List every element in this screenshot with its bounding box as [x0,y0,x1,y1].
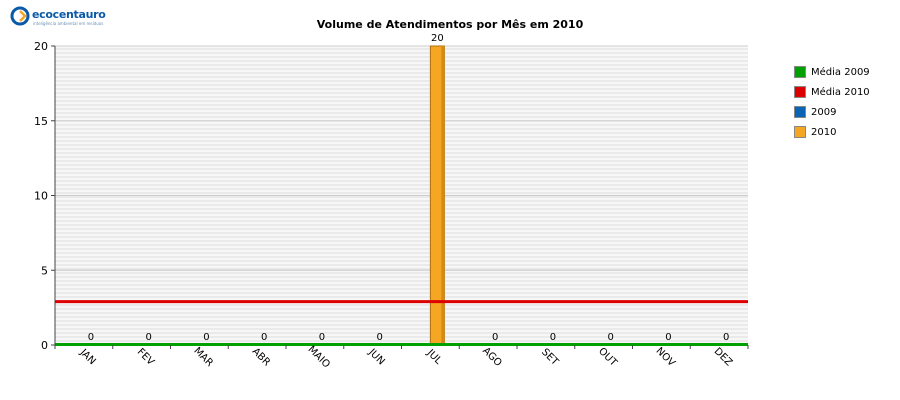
data-label: 0 [203,332,209,343]
legend-label: 2010 [811,126,837,138]
legend-swatch [794,126,806,138]
x-tick-label: OUT [596,346,619,369]
x-tick-label: ABR [250,346,272,368]
data-label: 0 [550,332,556,343]
legend-label: Média 2010 [811,86,870,98]
legend-item: Média 2010 [794,82,870,102]
data-label: 0 [723,332,729,343]
y-tick-label: 15 [34,115,48,128]
y-tick-label: 20 [34,40,48,53]
data-label: 20 [431,33,444,44]
x-tick-label: SET [539,347,561,369]
chart-title: Volume de Atendimentos por Mês em 2010 [316,18,584,31]
legend-label: 2009 [811,106,837,118]
data-label: 0 [376,332,382,343]
x-tick-label: MAIO [305,344,331,370]
data-label: 0 [145,332,151,343]
legend-swatch [794,106,806,118]
bar-shade [441,46,445,345]
data-label: 0 [492,332,498,343]
y-tick-label: 5 [41,264,48,277]
legend-label: Média 2009 [811,66,870,78]
data-label: 0 [319,332,325,343]
data-label: 0 [88,332,94,343]
y-tick-label: 0 [41,339,48,352]
legend-item: Média 2009 [794,62,870,82]
legend-swatch [794,86,806,98]
legend: Média 2009 Média 2010 2009 2010 [794,62,870,142]
x-tick-label: AGO [480,345,504,369]
brand-name: ecocentauro [32,8,106,21]
brand-tagline: inteligência ambiental em resíduos [33,21,104,26]
data-label: 0 [607,332,613,343]
legend-item: 2009 [794,102,870,122]
x-tick-label: FEV [135,347,156,368]
data-label: 0 [261,332,267,343]
x-tick-label: JAN [77,347,98,368]
brand-logo-icon [10,6,30,26]
data-label: 0 [665,332,671,343]
y-tick-label: 10 [34,190,48,203]
legend-item: 2010 [794,122,870,142]
x-tick-label: NOV [653,346,676,369]
x-tick-label: JUL [424,347,444,367]
brand-logo: ecocentauro inteligência ambiental em re… [10,6,120,28]
legend-swatch [794,66,806,78]
x-tick-label: JUN [366,346,387,367]
x-tick-label: MAR [191,345,215,369]
x-tick-label: DEZ [712,346,735,369]
